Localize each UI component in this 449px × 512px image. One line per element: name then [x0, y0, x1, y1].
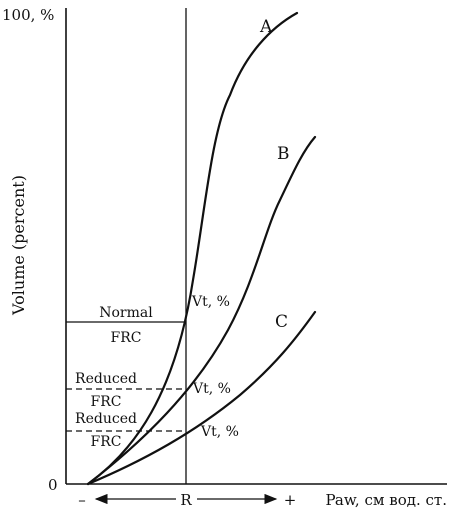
y-axis-title: Volume (percent) [9, 175, 28, 316]
curve-a [86, 11, 299, 486]
reduced-frc-1-label-line1: Reduced [75, 371, 137, 387]
reduced-frc-2-label-line1: Reduced [75, 411, 137, 427]
curve-label-a: A [259, 17, 273, 37]
reduced-frc-2-label-line2: FRC [91, 434, 122, 450]
normal-frc-label-line1: Normal [99, 305, 153, 321]
normal-frc-label-line2: FRC [111, 330, 142, 346]
x-axis-title: Paw, см вод. ст. [325, 491, 447, 509]
vt-label-normal: Vt, % [191, 294, 230, 310]
curve-b [86, 135, 317, 486]
curve-label-c: C [275, 312, 288, 332]
curve-label-b: B [277, 144, 290, 164]
x-axis-minus-label: – [78, 491, 86, 509]
y-axis-top-label: 100, % [2, 6, 54, 24]
curve-c [86, 310, 317, 486]
x-axis-plus-label: + [284, 491, 297, 509]
x-axis-r-label: R [180, 491, 192, 509]
vt-label-reduced-2: Vt, % [200, 424, 239, 440]
reduced-frc-1-label-line2: FRC [91, 394, 122, 410]
vt-label-reduced-1: Vt, % [192, 381, 231, 397]
y-axis-zero-label: 0 [48, 476, 58, 494]
